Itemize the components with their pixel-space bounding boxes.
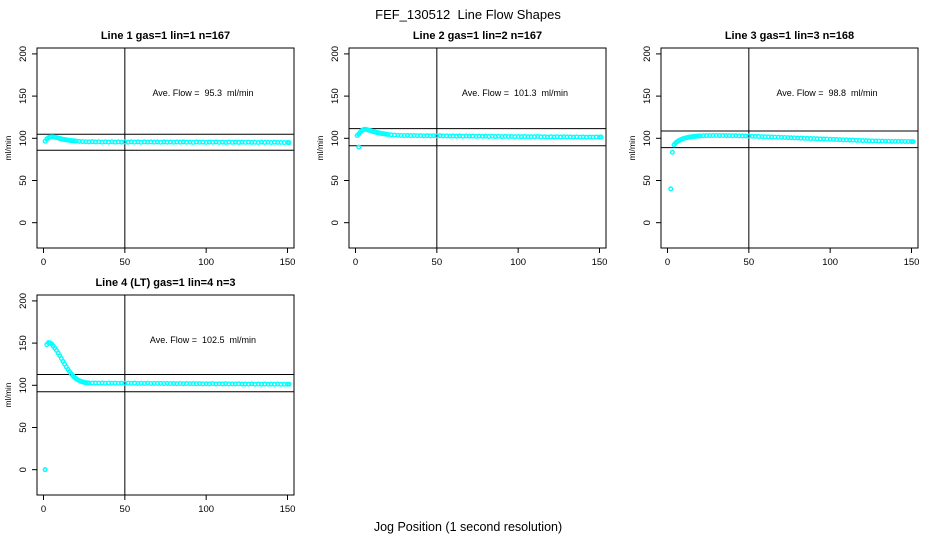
svg-text:200: 200 [18,46,29,62]
svg-text:150: 150 [904,257,920,268]
svg-text:150: 150 [642,88,653,104]
svg-text:100: 100 [822,257,838,268]
svg-text:100: 100 [642,130,653,146]
svg-text:ml/min: ml/min [627,135,637,160]
panel-line-1: 0 50 100 150 0 50 100 150 200 ml/min Line 1 gas=1… [0,26,312,273]
panel-title: Line 2 gas=1 lin=2 n=167 [412,30,543,42]
svg-text:ml/min: ml/min [3,135,13,160]
panel-title: Line 3 gas=1 lin=3 n=168 [724,30,855,42]
svg-text:ml/min: ml/min [3,382,13,407]
svg-text:100: 100 [198,257,214,268]
ave-flow-annotation: Ave. Flow = 95.3 ml/min [152,88,254,98]
svg-text:100: 100 [18,377,29,393]
x-axis-label: Jog Position (1 second resolution) [373,520,563,534]
svg-text:200: 200 [330,46,341,62]
page-title: FEF_130512 Line Flow Shapes [375,7,561,22]
line-4-plot: 0 50 100 150 0 50 100 150 200 ml/min [3,293,296,515]
svg-text:150: 150 [592,257,608,268]
svg-text:50: 50 [744,257,755,268]
ave-flow-annotation: Ave. Flow = 98.8 ml/min [776,88,878,98]
svg-text:50: 50 [432,257,443,268]
svg-text:ml/min: ml/min [315,135,325,160]
svg-text:0: 0 [665,257,670,268]
svg-text:200: 200 [18,293,29,309]
svg-text:150: 150 [18,335,29,351]
line-1-plot: 0 50 100 150 0 50 100 150 200 ml/min [3,46,296,268]
svg-text:0: 0 [330,220,341,225]
svg-text:150: 150 [280,504,296,515]
svg-text:50: 50 [120,504,131,515]
svg-text:0: 0 [642,220,653,225]
svg-text:50: 50 [18,422,29,433]
svg-text:0: 0 [41,504,46,515]
ave-flow-annotation: Ave. Flow = 102.5 ml/min [149,335,257,345]
plot-row-1: 0 50 100 150 0 50 100 150 200 ml/min Line 1 gas=1… [0,26,936,273]
svg-text:100: 100 [330,130,341,146]
svg-text:50: 50 [18,175,29,186]
svg-text:150: 150 [330,88,341,104]
panel-line-3: 0 50 100 150 0 50 100 150 200 ml/min Line 3 gas=1… [624,26,936,273]
svg-text:50: 50 [120,257,131,268]
svg-text:200: 200 [642,46,653,62]
svg-text:100: 100 [198,504,214,515]
panel-title: Line 4 (LT) gas=1 lin=4 n=3 [95,277,236,289]
ave-flow-annotation: Ave. Flow = 101.3 ml/min [461,88,569,98]
svg-text:0: 0 [18,467,29,472]
svg-text:0: 0 [41,257,46,268]
svg-text:150: 150 [280,257,296,268]
svg-text:150: 150 [18,88,29,104]
svg-text:100: 100 [18,130,29,146]
svg-text:0: 0 [353,257,358,268]
panel-title: Line 1 gas=1 lin=1 n=167 [100,30,231,42]
line-2-plot: 0 50 100 150 0 50 100 150 200 ml/min [315,46,608,268]
line-3-plot: 0 50 100 150 0 50 100 150 200 ml/min [627,46,920,268]
panel-line-2: 0 50 100 150 0 50 100 150 200 ml/min Line 2 gas=1… [312,26,624,273]
svg-text:100: 100 [510,257,526,268]
page-header: FEF_130512 Line Flow Shapes [0,0,936,26]
svg-text:0: 0 [18,220,29,225]
plot-row-2: 0 50 100 150 0 50 100 150 200 ml/min Line 4 (LT) … [0,273,936,520]
svg-text:50: 50 [330,175,341,186]
panel-line-4: 0 50 100 150 0 50 100 150 200 ml/min Line 4 (LT) … [0,273,312,520]
svg-text:50: 50 [642,175,653,186]
empty-cell [312,273,624,520]
empty-cell [624,273,936,520]
